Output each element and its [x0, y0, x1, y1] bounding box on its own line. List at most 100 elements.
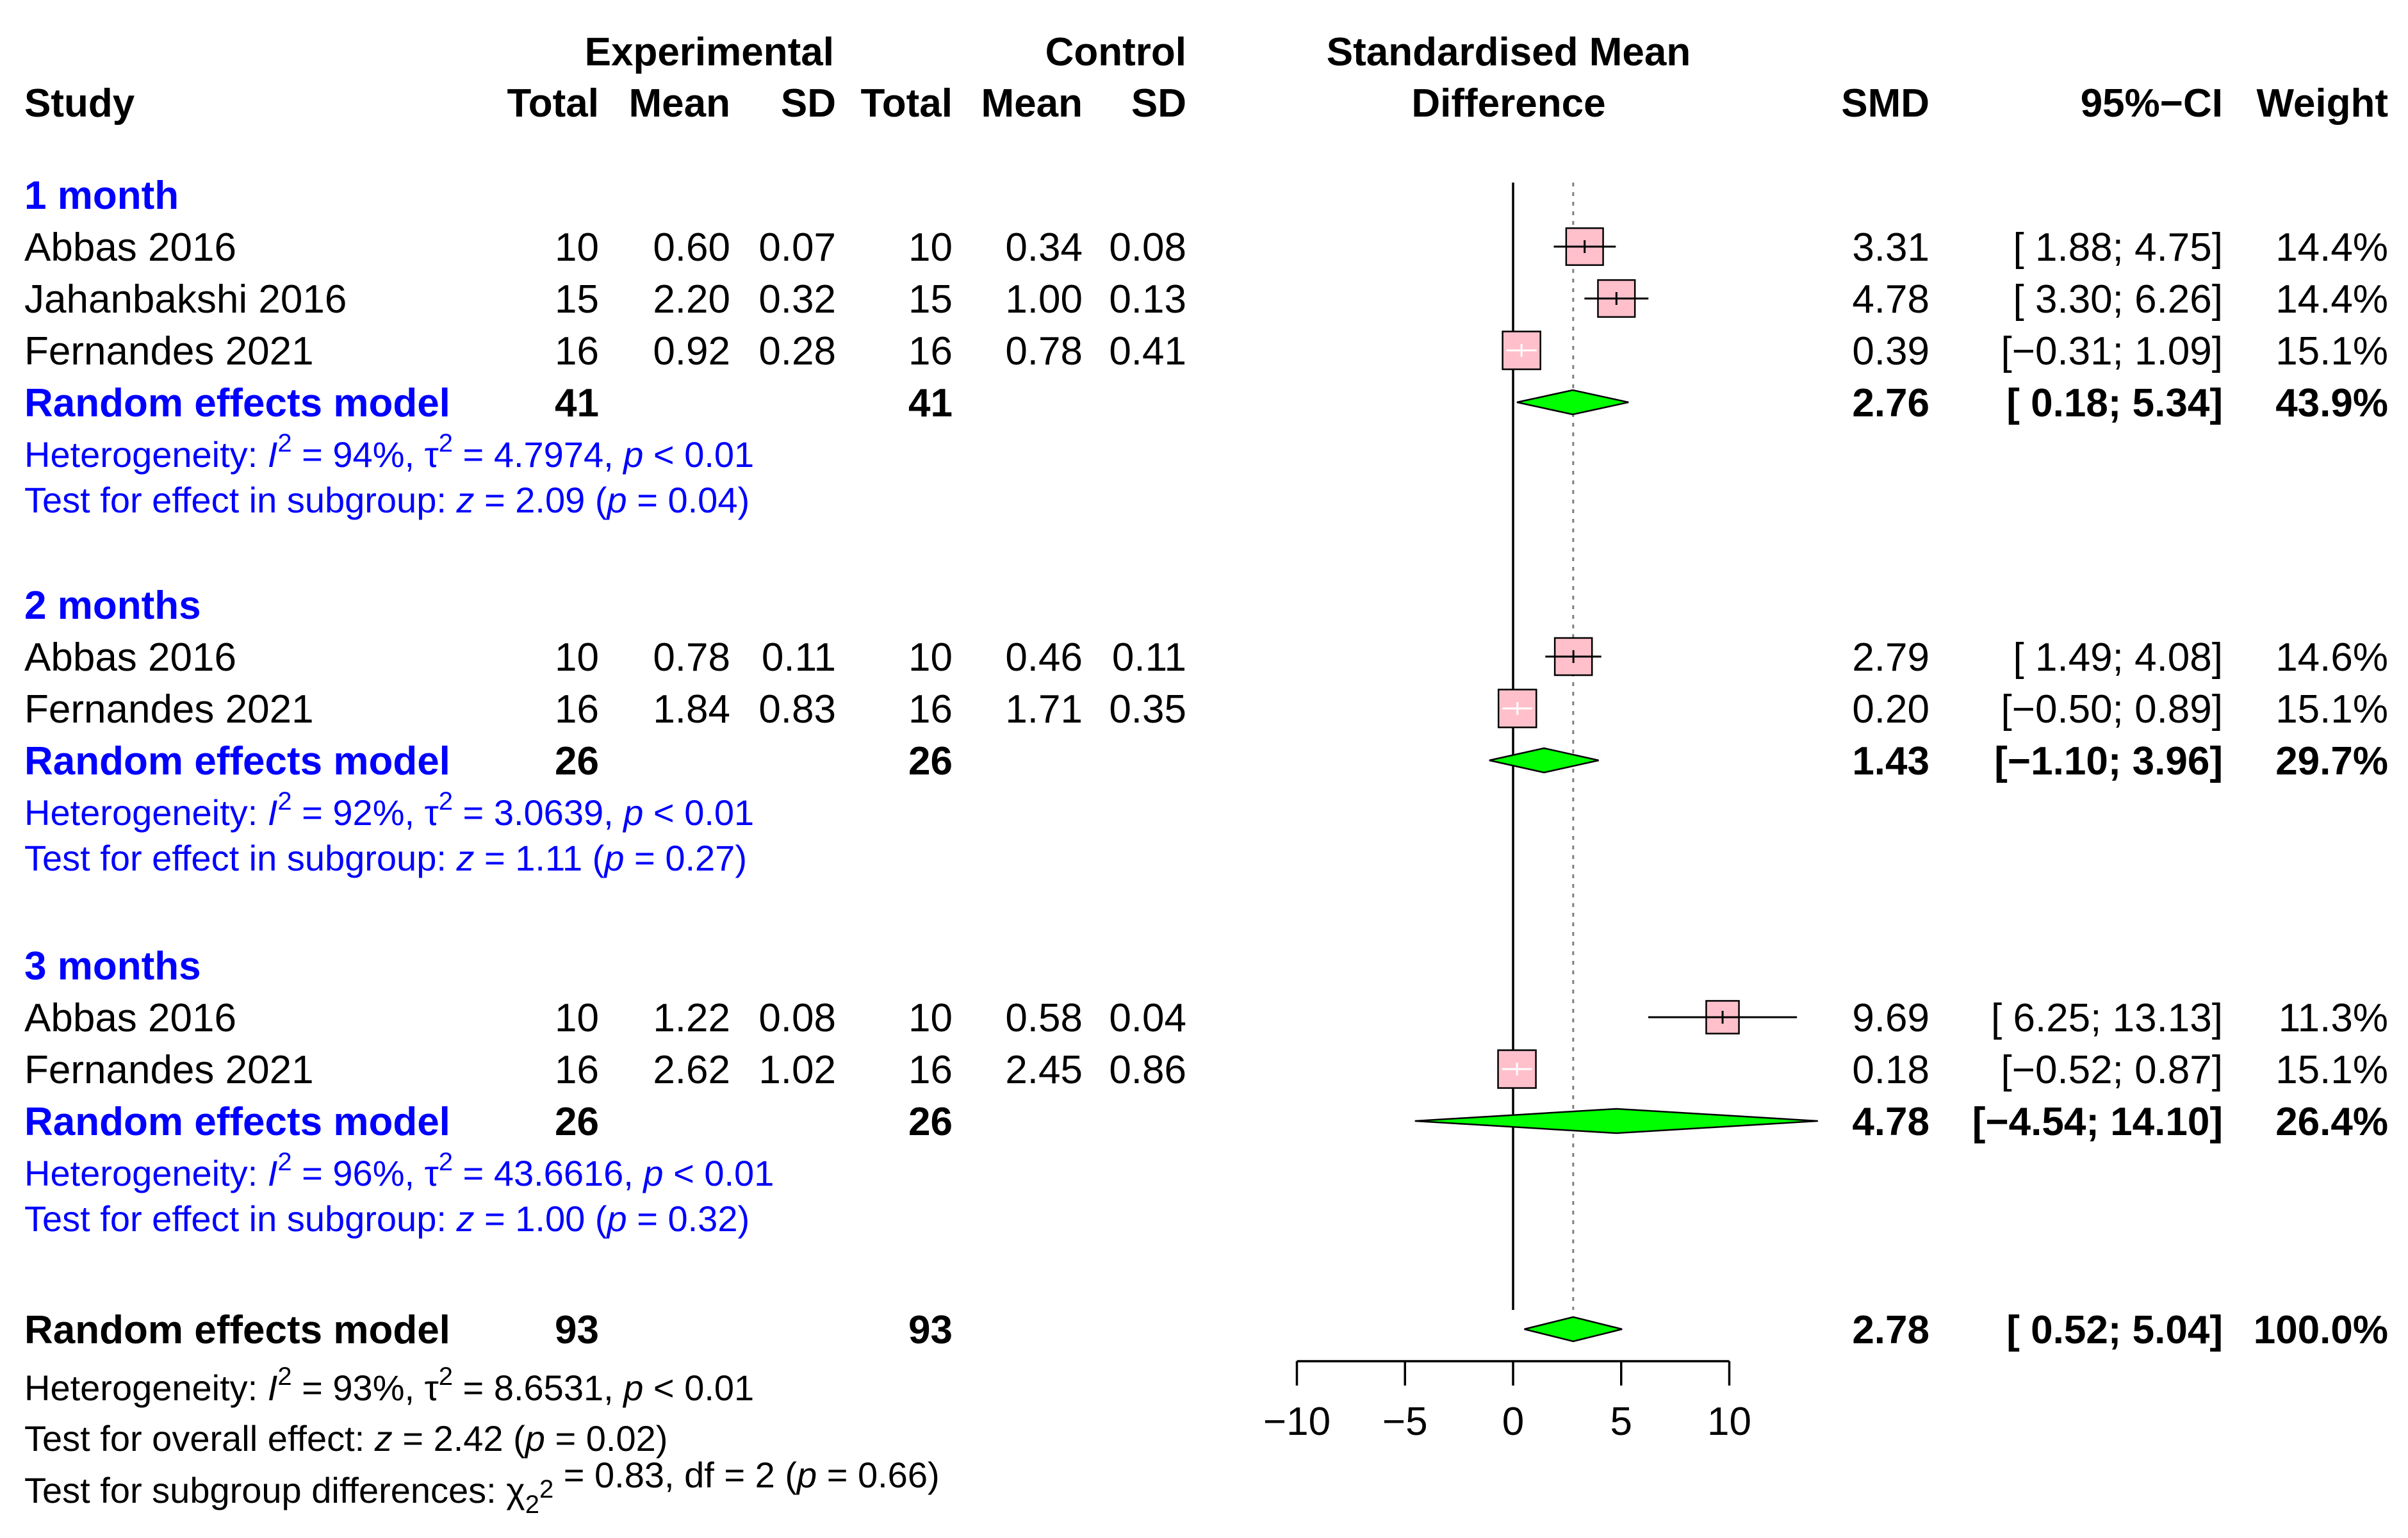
model-label: Random effects model [24, 381, 450, 425]
test-text: Test for effect in subgroup: z = 2.09 (p… [24, 480, 749, 520]
model-label: Random effects model [24, 1308, 450, 1352]
model-weight: 29.7% [2275, 739, 2388, 783]
column-headers: Experimental Control Standardised Mean Diff… [24, 30, 2388, 126]
smd-value: 2.79 [1852, 635, 1929, 680]
test-text: Test for effect in subgroup: z = 1.00 (p… [24, 1198, 749, 1239]
exp-mean: 0.60 [653, 225, 730, 270]
exp-sd: 0.07 [758, 225, 836, 270]
header-smd: SMD [1841, 81, 1929, 126]
test-text: Test for overall effect: z = 2.42 (p = 0… [24, 1418, 668, 1459]
exp-total: 16 [555, 329, 599, 373]
ctrl-total: 16 [908, 329, 953, 373]
heterogeneity-text: Heterogeneity: I2 = 94%, τ2 = 4.7974, p … [24, 429, 754, 475]
header-ci: 95%−CI [2081, 81, 2223, 126]
ci-value: [ 3.30; 6.26] [2013, 277, 2223, 322]
exp-total: 10 [555, 996, 599, 1040]
header-ctrl-total: Total [861, 81, 953, 126]
ctrl-sd: 0.11 [1112, 635, 1186, 680]
exp-mean: 0.92 [653, 329, 730, 373]
subgroup-label: 1 month [24, 174, 179, 218]
ctrl-sd: 0.35 [1109, 687, 1186, 732]
ctrl-mean: 1.71 [1005, 687, 1083, 732]
model-diamond [1516, 389, 1629, 416]
model-smd: 2.78 [1852, 1308, 1929, 1352]
axis-tick-label: −5 [1382, 1400, 1428, 1444]
model-ci: [ 0.18; 5.34] [2006, 381, 2223, 425]
study-name: Abbas 2016 [24, 996, 236, 1040]
ctrl-mean: 0.78 [1005, 329, 1083, 373]
ctrl-total: 16 [908, 687, 953, 732]
header-ctrl-mean: Mean [981, 81, 1083, 126]
smd-value: 0.39 [1852, 329, 1929, 373]
header-exp-sd: SD [781, 81, 836, 126]
ctrl-mean: 0.34 [1005, 225, 1083, 270]
weight-value: 14.6% [2275, 635, 2388, 680]
exp-sd: 0.83 [758, 687, 836, 732]
model-smd: 2.76 [1852, 381, 1929, 425]
model-diamond [1524, 1316, 1623, 1343]
model-exp-total: 93 [555, 1308, 599, 1352]
header-study: Study [24, 81, 135, 126]
heterogeneity-text: Heterogeneity: I2 = 92%, τ2 = 3.0639, p … [24, 787, 754, 833]
model-exp-total: 26 [555, 1100, 599, 1144]
exp-total: 16 [555, 1048, 599, 1092]
exp-total: 10 [555, 225, 599, 270]
ctrl-sd: 0.04 [1109, 996, 1186, 1040]
subgroup-label: 2 months [24, 584, 201, 628]
x-axis: −10 −5 0 5 10 [1263, 1360, 1751, 1444]
ctrl-total: 16 [908, 1048, 953, 1092]
model-weight: 100.0% [2254, 1308, 2388, 1352]
forest-graph [1414, 183, 1818, 1343]
ctrl-sd: 0.86 [1109, 1048, 1186, 1092]
smd-value: 4.78 [1852, 277, 1929, 322]
weight-value: 15.1% [2275, 329, 2388, 373]
model-ctrl-total: 26 [908, 739, 953, 783]
exp-sd: 0.08 [758, 996, 836, 1040]
header-exp-total: Total [507, 81, 600, 126]
exp-sd: 1.02 [758, 1048, 836, 1092]
model-ci: [−1.10; 3.96] [1994, 739, 2223, 783]
model-smd: 1.43 [1852, 739, 1929, 783]
ci-value: [−0.31; 1.09] [2001, 329, 2223, 373]
smd-value: 0.18 [1852, 1048, 1929, 1092]
ctrl-mean: 1.00 [1005, 277, 1083, 322]
model-weight: 43.9% [2275, 381, 2388, 425]
ctrl-total: 10 [908, 996, 953, 1040]
subgroup-difference-text: Test for subgroup differences: χ22 = 0.8… [24, 1455, 940, 1519]
model-diamond [1489, 747, 1599, 774]
exp-mean: 2.62 [653, 1048, 730, 1092]
exp-sd: 0.11 [762, 635, 836, 680]
exp-mean: 0.78 [653, 635, 730, 680]
header-exp-mean: Mean [629, 81, 730, 126]
ctrl-sd: 0.13 [1109, 277, 1186, 322]
exp-total: 10 [555, 635, 599, 680]
header-control: Control [1045, 30, 1186, 74]
test-text: Test for effect in subgroup: z = 1.11 (p… [24, 838, 747, 878]
smd-value: 9.69 [1852, 996, 1929, 1040]
weight-value: 14.4% [2275, 225, 2388, 270]
model-smd: 4.78 [1852, 1100, 1929, 1144]
header-smd-line2: Difference [1411, 81, 1605, 126]
model-label: Random effects model [24, 739, 450, 783]
study-name: Jahanbakshi 2016 [24, 277, 347, 322]
ci-value: [ 6.25; 13.13] [1991, 996, 2223, 1040]
ctrl-mean: 0.46 [1005, 635, 1083, 680]
study-name: Fernandes 2021 [24, 1048, 314, 1092]
study-name: Fernandes 2021 [24, 329, 314, 373]
model-diamond [1414, 1108, 1818, 1134]
axis-tick-label: 0 [1502, 1400, 1524, 1444]
ctrl-sd: 0.41 [1109, 329, 1186, 373]
model-ci: [ 0.52; 5.04] [2006, 1308, 2223, 1352]
ctrl-sd: 0.08 [1109, 225, 1186, 270]
model-ci: [−4.54; 14.10] [1972, 1100, 2223, 1144]
study-name: Abbas 2016 [24, 635, 236, 680]
weight-value: 11.3% [2279, 996, 2388, 1040]
ci-value: [ 1.88; 4.75] [2013, 225, 2223, 270]
model-exp-total: 41 [555, 381, 599, 425]
model-exp-total: 26 [555, 739, 599, 783]
study-name: Fernandes 2021 [24, 687, 314, 732]
exp-sd: 0.28 [758, 329, 836, 373]
ci-value: [−0.50; 0.89] [2001, 687, 2223, 732]
ctrl-mean: 0.58 [1005, 996, 1083, 1040]
